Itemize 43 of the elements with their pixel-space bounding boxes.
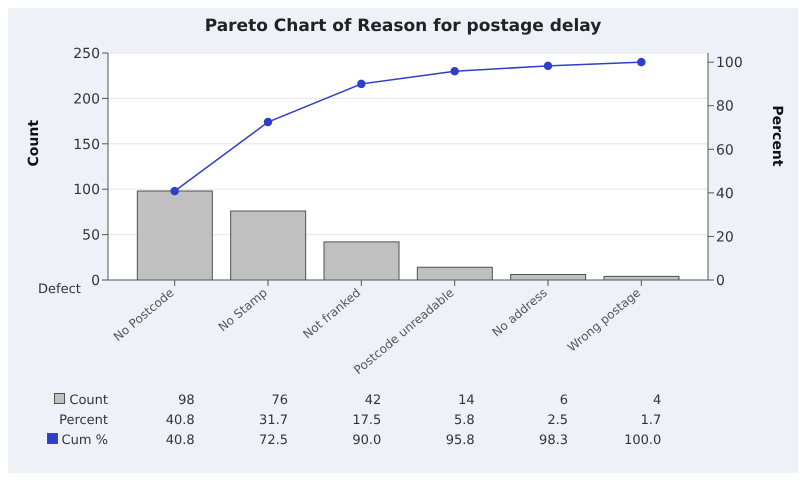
- data-label: 100.0: [623, 433, 662, 448]
- y-tick-label: 250: [73, 46, 100, 62]
- x-axis-title: Defect: [38, 282, 81, 297]
- data-label: 14: [457, 393, 475, 408]
- y-tick-label: 50: [82, 228, 100, 244]
- data-label: 4: [652, 393, 662, 408]
- y2-tick-label: 20: [716, 229, 734, 246]
- data-label: 98.3: [538, 433, 568, 448]
- text: 5.8: [452, 413, 475, 428]
- y-tick-label: 100: [73, 182, 100, 198]
- legend-label: Cum %: [60, 433, 108, 448]
- point: [450, 67, 459, 76]
- y2-axis-title: Percent: [769, 105, 786, 167]
- data-label: 90.0: [351, 433, 382, 448]
- data-label: 42: [364, 393, 382, 408]
- y2-tick-label: 0: [716, 272, 725, 289]
- y2-tick-label: 100: [716, 55, 743, 72]
- data-label: 72.5: [258, 433, 288, 448]
- data-label: 76: [270, 393, 288, 408]
- y-tick-label: 150: [73, 136, 100, 153]
- legend-label: Count: [68, 393, 108, 408]
- text: 31.7: [258, 413, 288, 428]
- data-label: 95.8: [444, 433, 475, 448]
- y2-tick-label: 80: [716, 98, 734, 115]
- point: [170, 186, 179, 196]
- data-label: 98: [177, 393, 195, 408]
- text: 40.8: [164, 413, 195, 428]
- point: [544, 62, 552, 70]
- point: [637, 58, 646, 66]
- point: [357, 80, 366, 88]
- y2-tick-label: 60: [716, 142, 734, 158]
- y-tick-label: 0: [91, 272, 100, 289]
- y-axis-title: Count: [26, 120, 42, 166]
- chart-title: Pareto Chart of Reason for postage delay: [204, 16, 602, 36]
- data-label: 40.8: [164, 433, 195, 448]
- text: 17.5: [351, 413, 382, 428]
- y-tick-label: 200: [73, 91, 100, 108]
- text: 1.7: [640, 413, 662, 428]
- text: 2.5: [546, 413, 568, 428]
- point: [264, 118, 272, 126]
- data-label: 6: [558, 393, 568, 408]
- y2-tick-label: 40: [716, 186, 734, 202]
- text: Percent: [58, 413, 108, 428]
